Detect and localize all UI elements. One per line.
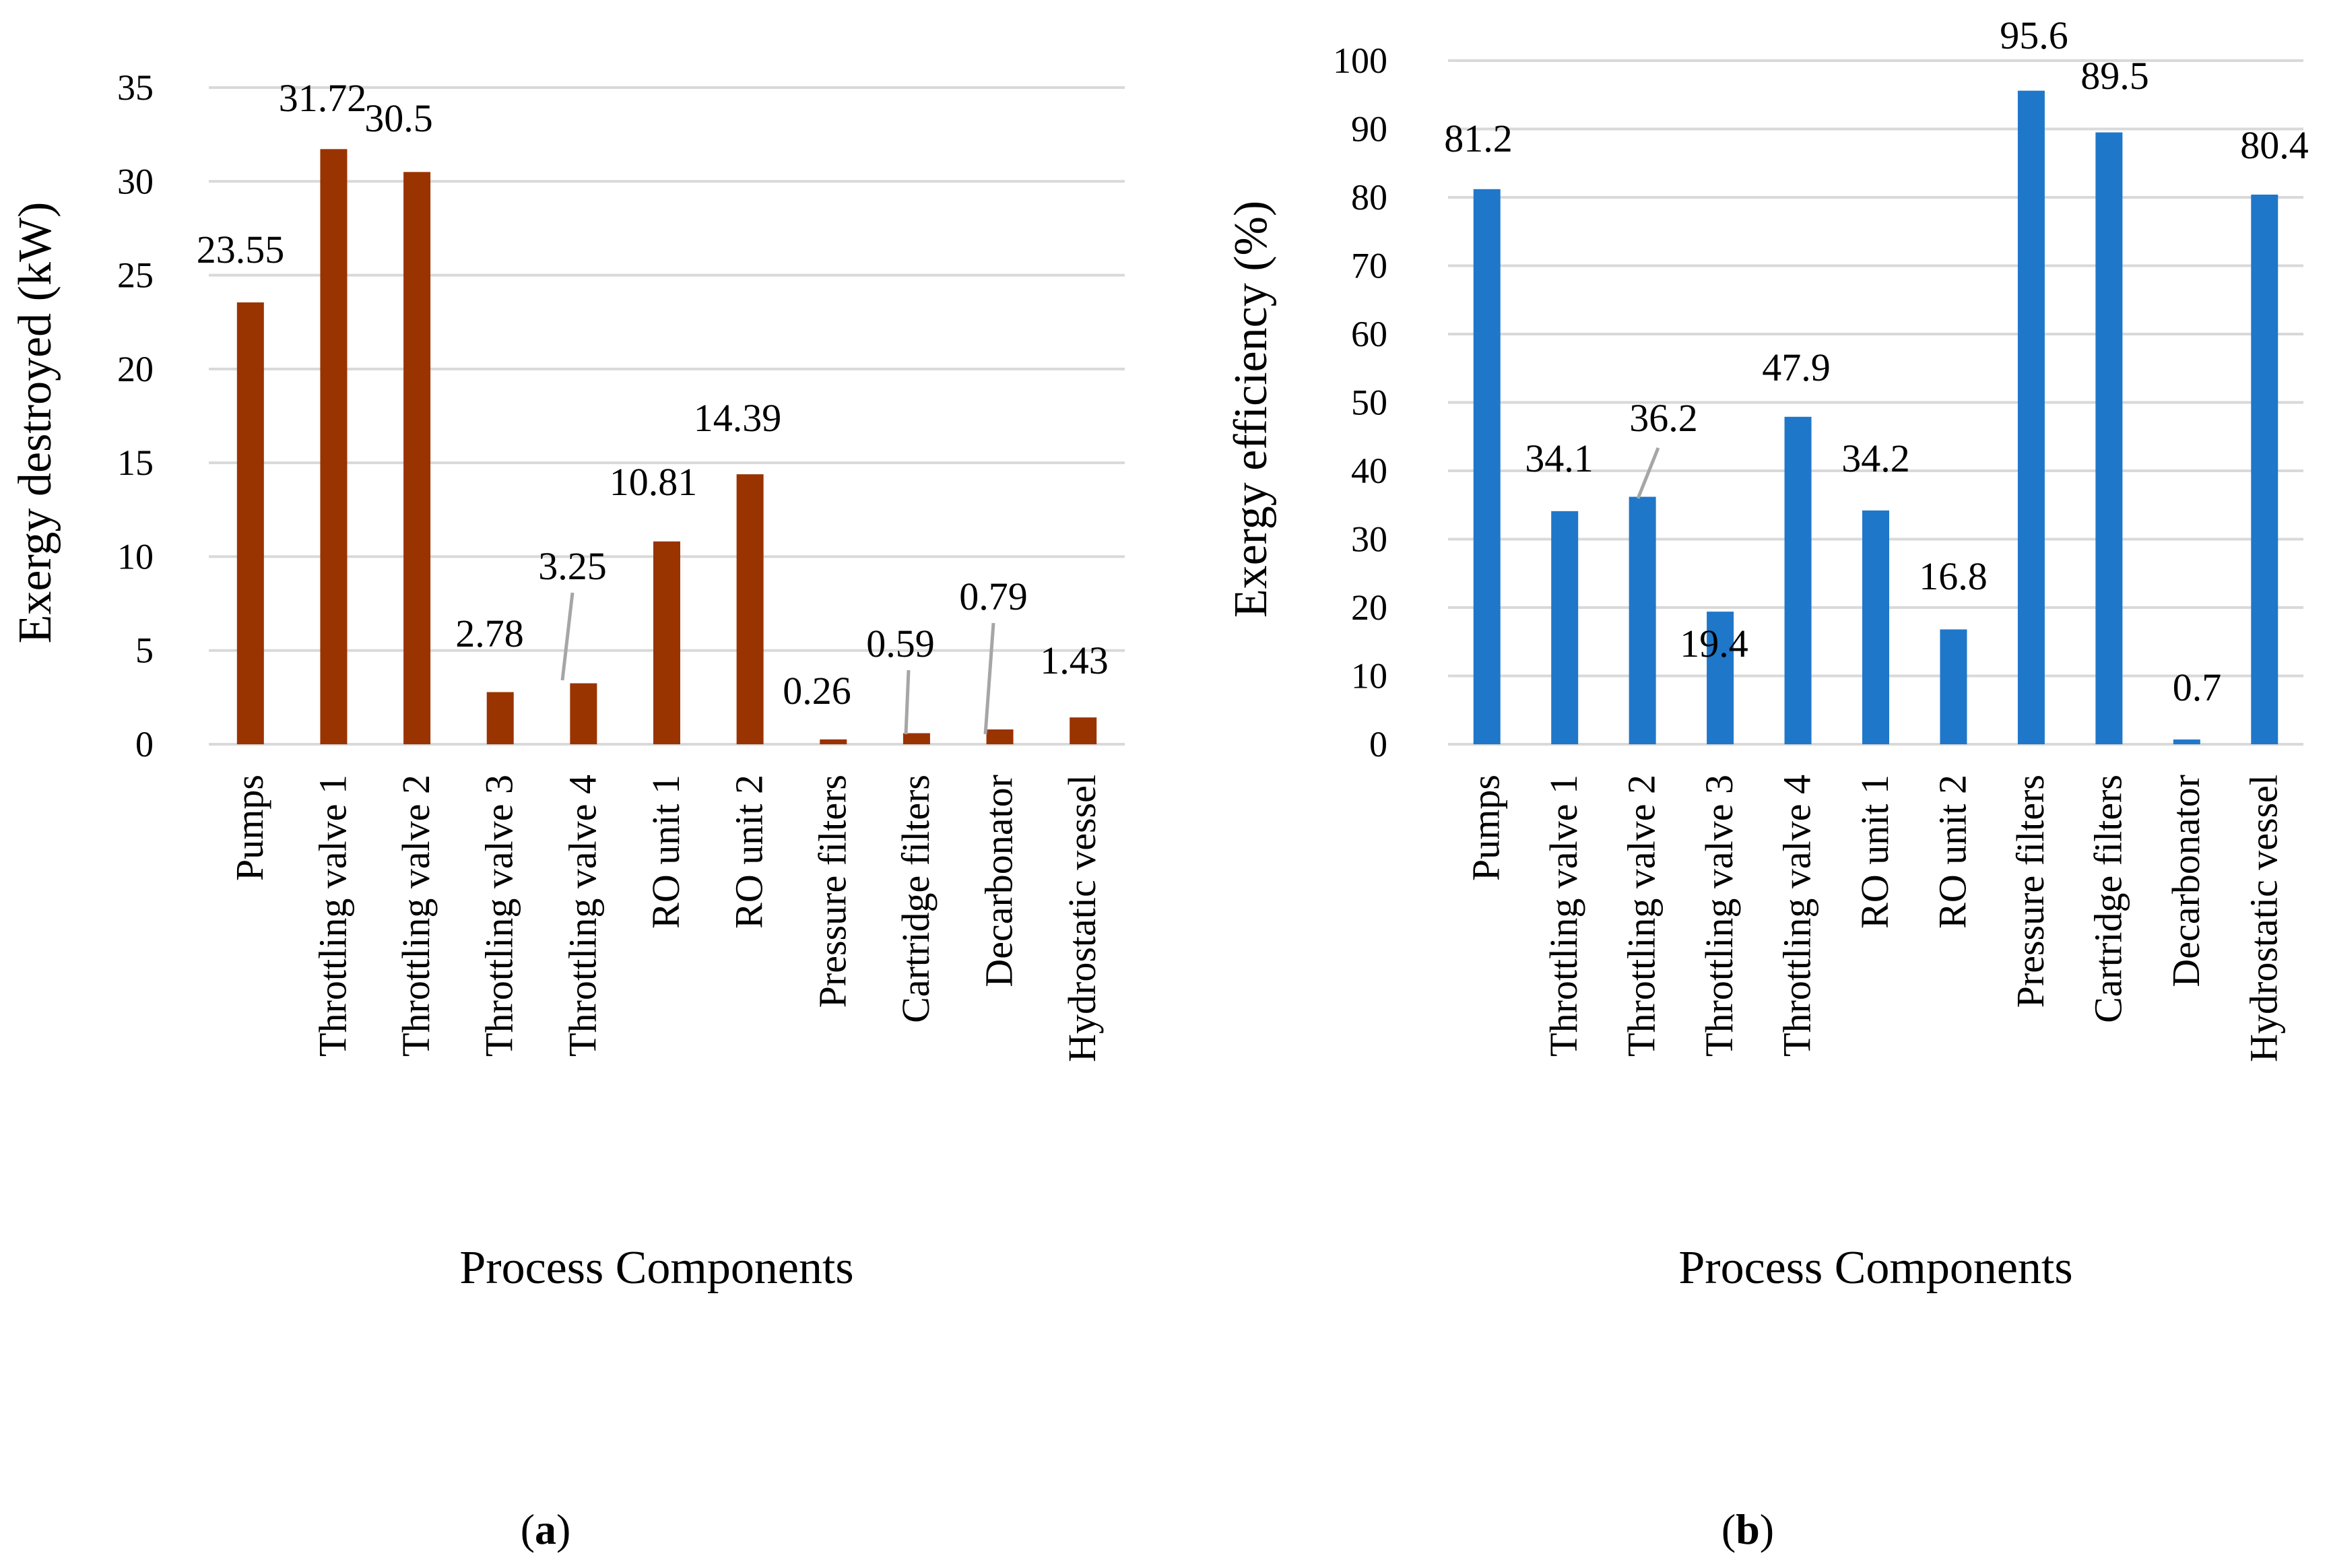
data-label-leader	[983, 622, 995, 735]
bar-ro-unit-2	[1940, 629, 1967, 744]
y-tick-label: 0	[135, 724, 154, 764]
bar-throttling-valve-2	[403, 172, 431, 744]
data-label: 80.4	[2240, 123, 2309, 167]
y-tick-label: 80	[1351, 177, 1387, 218]
y-tick-label: 40	[1351, 451, 1387, 491]
category-label: Throttling valve 1	[310, 775, 354, 1057]
panel-label: (b)	[1721, 1505, 1774, 1553]
category-label: Throttling valve 3	[1697, 775, 1741, 1057]
data-label: 23.55	[197, 228, 285, 271]
data-label: 89.5	[2080, 54, 2149, 98]
category-label: Pumps	[228, 775, 271, 881]
data-label-leader	[904, 669, 911, 735]
category-label: Pressure filters	[810, 775, 854, 1008]
category-label: RO unit 1	[644, 775, 688, 929]
data-label: 2.78	[455, 612, 524, 655]
category-label: Cartridge filters	[2086, 775, 2130, 1023]
y-tick-label: 30	[1351, 519, 1387, 560]
category-label: Pumps	[1464, 775, 1508, 881]
category-label: Cartridge filters	[894, 775, 938, 1023]
bar-throttling-valve-4	[570, 683, 597, 744]
data-label: 0.79	[959, 575, 1028, 618]
y-tick-label: 10	[117, 536, 154, 577]
data-label: 95.6	[2000, 13, 2068, 57]
data-label: 31.72	[279, 76, 367, 120]
data-label: 36.2	[1629, 396, 1698, 440]
bar-decarbonator	[2173, 739, 2200, 744]
y-tick-label: 30	[117, 161, 154, 201]
bar-throttling-valve-1	[320, 149, 348, 744]
category-label: Hydrostatic vessel	[1060, 775, 1104, 1062]
bar-pressure-filters	[2017, 90, 2045, 744]
category-label: RO unit 1	[1853, 775, 1897, 929]
category-label: Hydrostatic vessel	[2241, 775, 2285, 1062]
y-tick-label: 20	[1351, 587, 1387, 628]
data-label: 1.43	[1040, 639, 1109, 682]
y-tick-label: 25	[117, 255, 154, 296]
data-label: 0.7	[2173, 665, 2222, 709]
bar-pumps	[1473, 189, 1501, 744]
category-label: Throttling valve 2	[1620, 775, 1664, 1057]
category-label: Pressure filters	[2008, 775, 2052, 1008]
category-label: Throttling valve 3	[478, 775, 521, 1057]
data-label: 0.26	[783, 669, 851, 713]
bar-ro-unit-2	[736, 474, 764, 744]
category-label: Throttling valve 1	[1542, 775, 1585, 1057]
category-label: Decarbonator	[977, 775, 1021, 987]
bar-cartridge-filters	[2095, 132, 2123, 744]
bar-cartridge-filters	[903, 733, 930, 744]
bar-ro-unit-1	[1862, 510, 1889, 744]
bar-throttling-valve-3	[486, 692, 514, 744]
bar-throttling-valve-1	[1551, 511, 1579, 744]
category-label: RO unit 2	[1930, 775, 1974, 929]
y-tick-label: 90	[1351, 109, 1387, 150]
bar-pressure-filters	[820, 739, 847, 744]
data-label: 47.9	[1762, 346, 1831, 389]
data-label: 81.2	[1444, 117, 1513, 160]
y-tick-label: 5	[135, 630, 154, 671]
y-axis-title: Exergy destroyed (kW)	[9, 202, 61, 644]
category-label: Decarbonator	[2164, 775, 2208, 987]
chart-exergy-efficiency: 0 10 20 30 40 50 60 70 80 90 100 81.2 34.1 36.2 19.4 47…	[1225, 13, 2309, 1553]
data-label: 0.59	[866, 622, 935, 665]
bar-ro-unit-1	[653, 541, 680, 744]
y-tick-label: 60	[1351, 314, 1387, 354]
category-label: Throttling valve 4	[1775, 775, 1819, 1057]
y-tick-label: 0	[1369, 724, 1387, 764]
data-label-leader	[560, 592, 575, 681]
y-tick-label: 100	[1333, 40, 1387, 81]
y-tick-label: 50	[1351, 383, 1387, 423]
data-label: 10.81	[610, 460, 698, 504]
data-label: 19.4	[1680, 622, 1748, 665]
x-axis-title: Process Components	[1678, 1242, 2072, 1294]
data-label: 14.39	[694, 396, 782, 440]
bar-pumps	[236, 302, 264, 744]
panel-label: (a)	[521, 1505, 571, 1553]
bar-hydrostatic-vessel	[2251, 194, 2278, 744]
bar-throttling-valve-4	[1784, 416, 1812, 744]
bar-throttling-valve-3	[1707, 612, 1734, 744]
data-label: 34.2	[1841, 436, 1910, 480]
data-label: 3.25	[538, 544, 607, 588]
y-tick-label: 70	[1351, 246, 1387, 286]
y-tick-label: 10	[1351, 656, 1387, 696]
data-label: 30.5	[364, 96, 433, 140]
bar-hydrostatic-vessel	[1070, 717, 1097, 744]
x-axis-title: Process Components	[459, 1242, 853, 1294]
y-axis-title: Exergy efficiency (%)	[1225, 201, 1277, 618]
data-label: 34.1	[1525, 436, 1594, 480]
data-label: 16.8	[1919, 554, 1988, 598]
category-label: Throttling valve 2	[394, 775, 438, 1057]
category-label: RO unit 2	[727, 775, 771, 929]
bar-throttling-valve-2	[1629, 496, 1656, 744]
category-label: Throttling valve 4	[560, 775, 604, 1057]
y-tick-label: 20	[117, 349, 154, 389]
data-label-leader	[1636, 447, 1660, 499]
y-tick-label: 35	[117, 67, 154, 108]
bar-decarbonator	[986, 729, 1014, 744]
y-tick-label: 15	[117, 443, 154, 483]
